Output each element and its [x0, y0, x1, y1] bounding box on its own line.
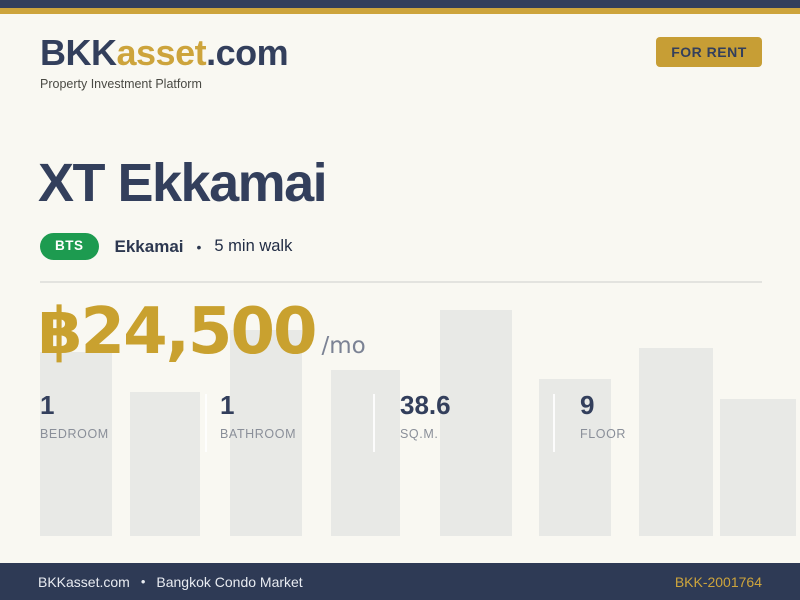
walk-time: 5 min walk: [214, 237, 293, 255]
for-rent-badge[interactable]: FOR RENT: [656, 37, 762, 67]
top-gold-stripe: [0, 8, 800, 14]
stat-divider: [373, 394, 375, 452]
skyline-bar: [331, 370, 400, 536]
bullet-separator: •: [196, 238, 202, 255]
footer-left: BKKasset.com • Bangkok Condo Market: [38, 574, 303, 590]
stat-bedroom: 1 BEDROOM: [40, 392, 220, 441]
stat-divider: [205, 394, 207, 452]
skyline-bar: [720, 399, 796, 536]
stat-label: BATHROOM: [220, 427, 297, 441]
price-period: /mo: [321, 333, 366, 359]
footer-brand: BKKasset.com: [38, 573, 130, 590]
brand-tagline: Property Investment Platform: [40, 77, 202, 91]
top-navy-stripe: [0, 0, 800, 8]
brand-logo[interactable]: BKKasset.com: [40, 32, 289, 74]
logo-prefix: BKK: [40, 32, 117, 73]
footer-bar: BKKasset.com • Bangkok Condo Market BKK-…: [0, 563, 800, 600]
skyline-bar: [639, 348, 713, 536]
skyline-bar: [539, 379, 611, 536]
logo-mid: asset: [116, 32, 207, 73]
stat-label: FLOOR: [580, 427, 627, 441]
logo-suffix: .com: [206, 32, 289, 73]
stat-value: 38.6: [400, 390, 451, 420]
skyline-bar: [440, 310, 512, 536]
station-name: Ekkamai: [114, 236, 184, 256]
stats-row: 1 BEDROOM 1 BATHROOM 38.6 SQ.M. 9 FLOOR: [40, 392, 760, 441]
bts-transit-badge: BTS: [40, 233, 99, 260]
skyline-bar: [230, 330, 302, 536]
stat-value: 1: [40, 390, 55, 420]
skyline-bar: [130, 392, 200, 536]
stat-area: 38.6 SQ.M.: [400, 392, 580, 441]
skyline-bar: [40, 352, 112, 536]
stat-floor: 9 FLOOR: [580, 392, 760, 441]
price-value: ฿24,500: [38, 295, 317, 369]
divider-line: [40, 281, 762, 283]
stat-bathroom: 1 BATHROOM: [220, 392, 400, 441]
property-title: XT Ekkamai: [38, 153, 328, 213]
bullet-separator: •: [140, 574, 146, 589]
price-row: ฿24,500 /mo: [38, 300, 366, 364]
stat-label: BEDROOM: [40, 427, 109, 441]
stat-value: 1: [220, 390, 235, 420]
location-row: BTS Ekkamai • 5 min walk: [40, 233, 292, 260]
stat-value: 9: [580, 390, 595, 420]
stat-label: SQ.M.: [400, 427, 439, 441]
stat-divider: [553, 394, 555, 452]
footer-market: Bangkok Condo Market: [156, 573, 303, 590]
listing-reference: BKK-2001764: [674, 573, 762, 590]
